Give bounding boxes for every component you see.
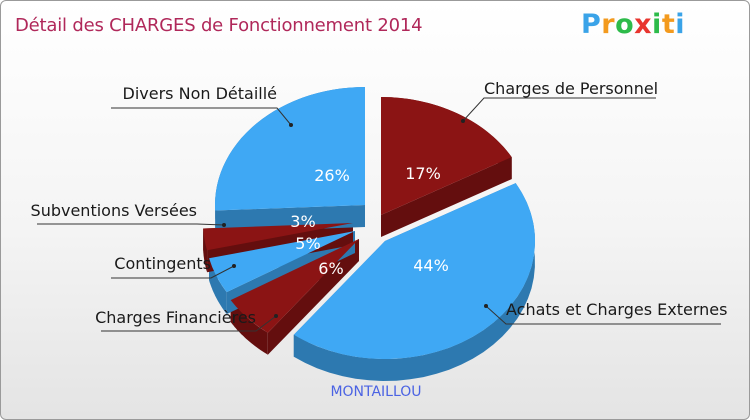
- pie-slice: [230, 239, 359, 333]
- logo-letter: x: [634, 9, 653, 40]
- slice-category-label: Charges Financières: [95, 308, 256, 327]
- leader-arrow: [289, 123, 293, 127]
- logo-letter: P: [580, 9, 602, 40]
- leader-arrow: [232, 264, 236, 268]
- leader-arrow: [461, 119, 465, 123]
- logo-letter: o: [615, 9, 635, 40]
- leader-line: [111, 265, 235, 279]
- pie-slice: [293, 183, 535, 359]
- slice-category-label: Contingents: [114, 254, 211, 273]
- pie-slice: [381, 97, 512, 215]
- slice-percent-label: 44%: [413, 256, 449, 275]
- leader-arrow: [484, 304, 488, 308]
- leader-line: [462, 97, 656, 122]
- pie-slice: [215, 87, 365, 211]
- slice-category-label: Divers Non Détaillé: [123, 84, 277, 103]
- leader-arrow: [274, 314, 278, 318]
- pie-slice: [203, 223, 353, 251]
- leader-line: [111, 107, 292, 126]
- logo-letter: t: [661, 9, 676, 40]
- slice-category-label: Achats et Charges Externes: [506, 300, 727, 319]
- logo-letter: r: [601, 9, 616, 40]
- slice-percent-label: 5%: [295, 234, 320, 253]
- leader-arrow: [222, 223, 226, 227]
- slice-percent-label: 26%: [314, 166, 350, 185]
- pie-slice-side: [293, 183, 535, 381]
- proxiti-logo: Proxiti: [581, 9, 685, 40]
- logo-letter: i: [675, 9, 685, 40]
- slice-percent-label: 6%: [318, 259, 343, 278]
- leader-line: [37, 223, 225, 226]
- leader-line: [485, 305, 721, 325]
- pie-slice-wall: [381, 157, 512, 237]
- pie-slice: [209, 231, 355, 293]
- slice-category-label: Charges de Personnel: [484, 79, 658, 98]
- commune-name: MONTAILLOU: [330, 384, 422, 400]
- logo-letter: i: [652, 9, 662, 40]
- slice-category-label: Subventions Versées: [31, 201, 197, 220]
- leader-line: [101, 315, 277, 332]
- chart-title: Détail des CHARGES de Fonctionnement 201…: [15, 15, 423, 36]
- slice-percent-label: 3%: [290, 212, 315, 231]
- slice-percent-label: 17%: [405, 164, 441, 183]
